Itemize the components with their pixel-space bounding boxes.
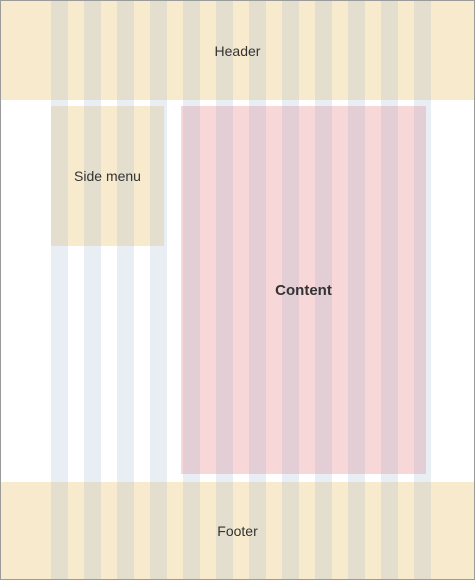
footer-label: Footer (217, 523, 257, 539)
side-menu-region: Side menu (51, 106, 164, 246)
header-label: Header (215, 43, 261, 59)
header-region: Header (1, 1, 474, 100)
footer-region: Footer (1, 482, 474, 579)
content-label: Content (275, 282, 332, 299)
content-region: Content (181, 106, 426, 474)
side-menu-label: Side menu (74, 168, 141, 184)
